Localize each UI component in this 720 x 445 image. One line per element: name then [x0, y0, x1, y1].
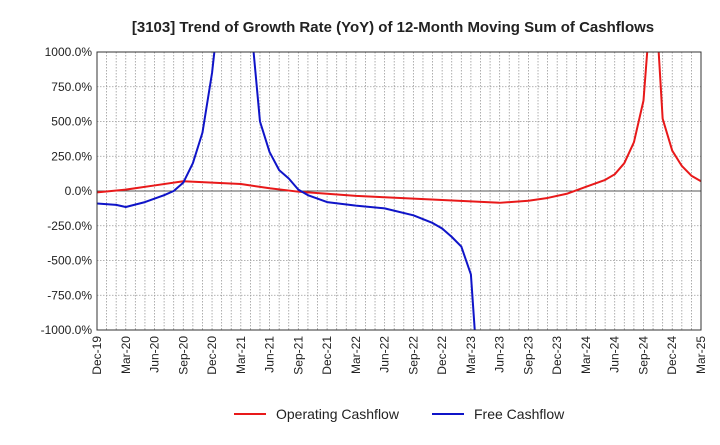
- x-tick-label: Jun-23: [493, 336, 507, 373]
- grid: [97, 51, 701, 331]
- y-tick-label: 0.0%: [65, 184, 93, 198]
- axes: 1000.0% 750.0% 500.0% 250.0% 0.0% -250.0% -500…: [41, 45, 708, 375]
- x-tick-label: Sep-24: [636, 336, 650, 375]
- y-tick-label: 1000.0%: [45, 45, 93, 59]
- y-tick-label: -500.0%: [47, 254, 92, 268]
- x-tick-label: Dec-24: [665, 336, 679, 375]
- y-tick-label: -1000.0%: [41, 323, 93, 337]
- x-tick-label: Mar-20: [119, 336, 133, 374]
- x-tick-label: Dec-23: [550, 336, 564, 375]
- x-tick-label: Dec-20: [205, 336, 219, 375]
- x-tick-label: Mar-22: [349, 336, 363, 374]
- x-tick-label: Jun-20: [148, 336, 162, 373]
- x-tick-label: Dec-22: [435, 336, 449, 375]
- series-line-free-cashflow: [97, 52, 216, 208]
- y-tick-label: 750.0%: [51, 80, 92, 94]
- legend-label: Free Cashflow: [474, 406, 565, 422]
- x-tick-label: Jun-24: [608, 336, 622, 373]
- x-tick-label: Mar-24: [579, 336, 593, 374]
- y-tick-label: 250.0%: [51, 149, 92, 163]
- x-tick-label: Jun-21: [263, 336, 277, 373]
- x-tick-label: Mar-21: [234, 336, 248, 374]
- x-tick-label: Mar-25: [694, 336, 708, 374]
- y-tick-label: -250.0%: [47, 219, 92, 233]
- plot-frame: [96, 51, 702, 331]
- series-line-free-cashflow: [252, 52, 476, 330]
- chart-title: [3103] Trend of Growth Rate (YoY) of 12-…: [132, 19, 654, 36]
- x-tick-label: Sep-21: [291, 336, 305, 375]
- x-tick-label: Jun-22: [378, 336, 392, 373]
- x-tick-label: Sep-22: [406, 336, 420, 375]
- x-tick-label: Sep-23: [521, 336, 535, 375]
- plot-area: [97, 52, 701, 330]
- x-tick-label: Dec-19: [90, 336, 104, 375]
- x-tick-label: Mar-23: [464, 336, 478, 374]
- y-tick-label: -750.0%: [47, 288, 92, 302]
- x-tick-label: Dec-21: [320, 336, 334, 375]
- series-line-operating-cashflow: [97, 52, 701, 204]
- x-tick-label: Sep-20: [176, 336, 190, 375]
- y-tick-label: 500.0%: [51, 115, 92, 129]
- legend-label: Operating Cashflow: [276, 406, 400, 422]
- legend: Operating Cashflow Free Cashflow: [234, 406, 565, 422]
